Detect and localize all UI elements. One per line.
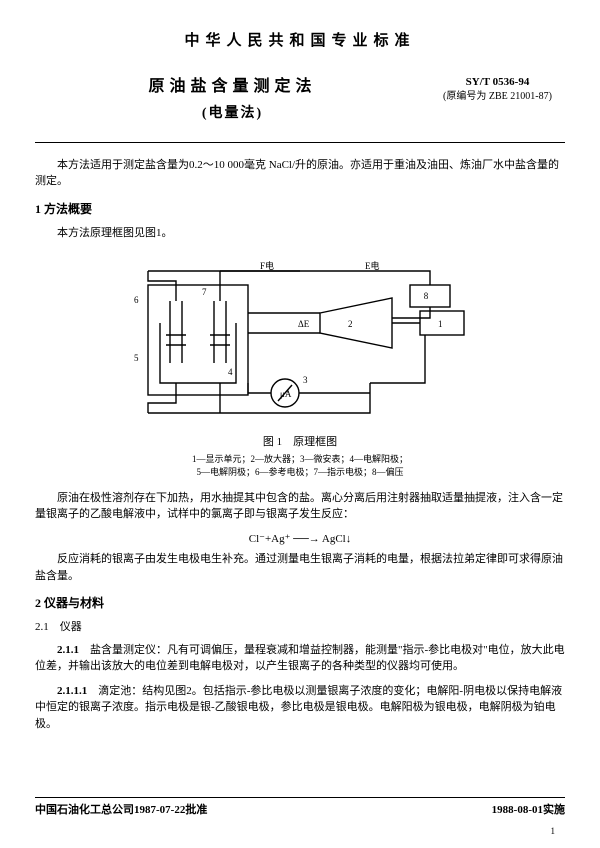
title-row: 原油盐含量测定法 (电量法) SY/T 0536-94 (原编号为 ZBE 21… <box>35 75 565 124</box>
footer-implementation: 1988-08-01实施 <box>492 802 565 819</box>
diagram-label-8: 8 <box>424 291 429 301</box>
paragraph-2: 原油在极性溶剂存在下加热，用水抽提其中包含的盐。离心分离后用注射器抽取适量抽提液… <box>35 490 565 523</box>
figure-legend-line1: 1—显示单元；2—放大器；3—微安表；4—电解阳极； <box>35 453 565 467</box>
diagram-label-3: 3 <box>303 375 308 385</box>
reaction-formula: Cl⁻+Ag⁺ ──→ AgCl↓ <box>35 531 565 548</box>
national-standard-title: 中华人民共和国专业标准 <box>35 30 565 53</box>
main-title: 原油盐含量测定法 <box>35 75 430 99</box>
figure-legend-line2: 5—电解阴极；6—参考电极；7—指示电极；8—偏压 <box>35 466 565 480</box>
standard-code-block: SY/T 0536-94 (原编号为 ZBE 21001-87) <box>430 75 565 104</box>
main-title-block: 原油盐含量测定法 (电量法) <box>35 75 430 124</box>
section-1-title: 1 方法概要 <box>35 200 565 218</box>
standard-code: SY/T 0536-94 <box>430 75 565 90</box>
footer-approval: 中国石油化工总公司1987-07-22批准 <box>35 802 207 819</box>
subsection-2-1: 2.1 仪器 <box>35 619 565 636</box>
diagram-label-7: 7 <box>202 287 207 297</box>
diagram-label-1: 1 <box>438 319 443 329</box>
diagram-label-de: ΔE <box>298 319 310 329</box>
diagram-label-ua: μA <box>280 389 292 399</box>
footer: 中国石油化工总公司1987-07-22批准 1988-08-01实施 <box>35 797 565 819</box>
diagram-label-5: 5 <box>134 353 139 363</box>
diagram-label-fgen: F电 <box>260 260 274 271</box>
item-2-1-1: 2.1.1 盐含量测定仪：凡有可调偏压，量程衰减和增益控制器，能测量"指示-参比… <box>35 642 565 675</box>
diagram-label-4: 4 <box>228 367 233 377</box>
subtitle: (电量法) <box>35 103 430 124</box>
original-code: (原编号为 ZBE 21001-87) <box>430 90 565 104</box>
item-2-1-1-1: 2.1.1.1 滴定池：结构见图2。包括指示-参比电极以测量银离子浓度的变化；电… <box>35 683 565 733</box>
footer-divider <box>35 797 565 798</box>
intro-paragraph: 本方法适用于测定盐含量为0.2～10 000毫克 NaCl/升的原油。亦适用于重… <box>35 157 565 190</box>
section-2-title: 2 仪器与材料 <box>35 594 565 612</box>
figure-legend: 1—显示单元；2—放大器；3—微安表；4—电解阳极； 5—电解阴极；6—参考电极… <box>35 453 565 480</box>
item-2-1-1-text: 盐含量测定仪：凡有可调偏压，量程衰减和增益控制器，能测量"指示-参比电极对"电位… <box>35 644 565 673</box>
item-2-1-1-1-text: 滴定池：结构见图2。包括指示-参比电极以测量银离子浓度的变化；电解阳-阴电极以保… <box>35 685 562 730</box>
diagram-label-6: 6 <box>134 295 139 305</box>
diagram-label-2: 2 <box>348 319 353 329</box>
paragraph-3: 反应消耗的银离子由发生电极电生补充。通过测量电生银离子消耗的电量，根据法拉弟定律… <box>35 551 565 584</box>
principle-diagram: 6 5 7 4 F电 E电 8 ΔE 2 1 μA 3 <box>120 253 480 428</box>
header-divider <box>35 142 565 143</box>
diagram-label-egen: E电 <box>365 260 380 271</box>
figure-caption: 图 1 原理框图 <box>35 434 565 451</box>
section-1-text: 本方法原理框图见图1。 <box>35 225 565 242</box>
page-number: 1 <box>551 825 556 839</box>
